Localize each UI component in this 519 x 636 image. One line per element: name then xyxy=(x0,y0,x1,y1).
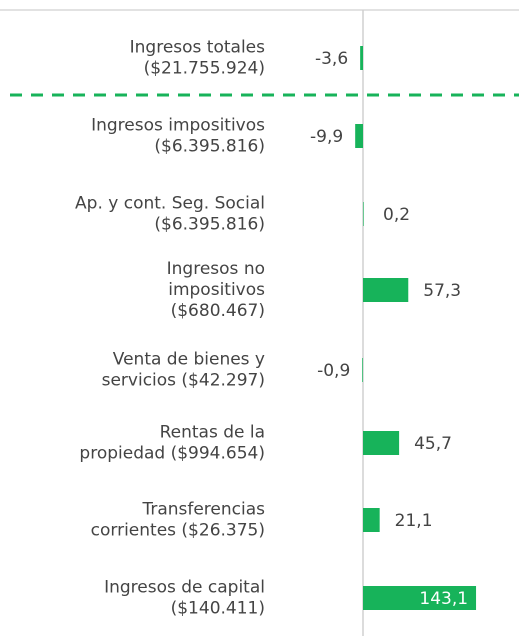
value-label: -0,9 xyxy=(317,361,350,381)
bar xyxy=(355,124,363,148)
category-label: Transferencias xyxy=(141,500,265,520)
category-label: Rentas de la xyxy=(160,423,265,443)
category-label: impositivos xyxy=(168,280,265,300)
category-label: Venta de bienes y xyxy=(113,350,265,370)
category-label: Ingresos de capital xyxy=(104,578,265,598)
value-label: 21,1 xyxy=(395,511,433,531)
bar xyxy=(363,586,477,610)
bar xyxy=(362,358,363,382)
category-label: Ingresos no xyxy=(167,259,265,279)
value-label: 45,7 xyxy=(414,434,452,454)
category-label: ($680.467) xyxy=(171,301,265,321)
value-label: 57,3 xyxy=(423,281,461,301)
category-label: Ingresos totales xyxy=(130,38,266,58)
bar xyxy=(363,278,409,302)
category-label: corrientes ($26.375) xyxy=(91,521,265,541)
category-label: Ap. y cont. Seg. Social xyxy=(75,194,265,214)
value-label: -3,6 xyxy=(315,49,348,69)
category-label: servicios ($42.297) xyxy=(102,371,265,391)
bar xyxy=(363,202,364,226)
value-label: 143,1 xyxy=(419,589,468,609)
bar xyxy=(360,46,363,70)
category-label: propiedad ($994.654) xyxy=(79,444,265,464)
category-label: ($6.395.816) xyxy=(154,137,265,157)
bar xyxy=(363,431,400,455)
bar xyxy=(363,508,380,532)
value-label: -9,9 xyxy=(310,127,343,147)
category-label: ($21.755.924) xyxy=(144,59,265,79)
category-label: ($140.411) xyxy=(171,599,265,619)
category-label: ($6.395.816) xyxy=(154,215,265,235)
category-label: Ingresos impositivos xyxy=(91,116,265,136)
value-label: 0,2 xyxy=(383,205,410,225)
